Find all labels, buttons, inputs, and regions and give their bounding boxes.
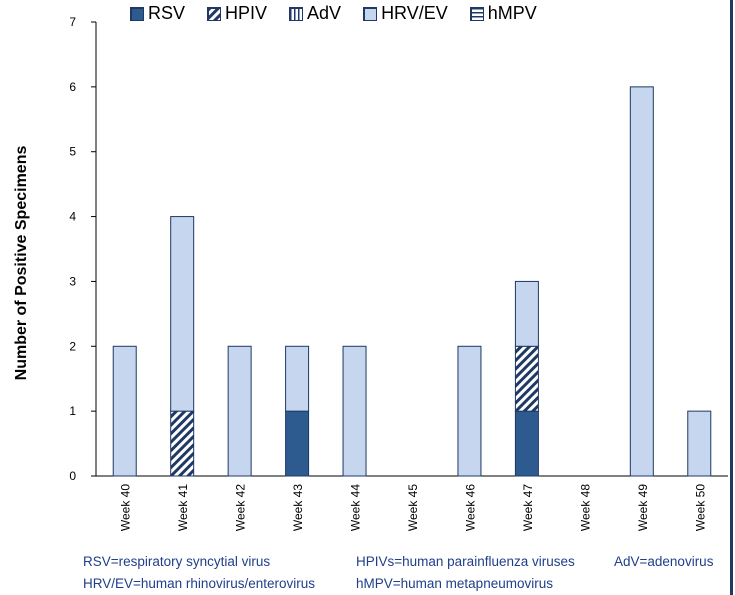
- bar-segment-hrv-ev: [112, 345, 137, 477]
- bar-segment-hrv-ev: [629, 86, 654, 477]
- legend-item-hpiv: HPIV: [207, 3, 267, 24]
- legend-label-rsv: RSV: [148, 3, 186, 23]
- legend-item-adv: AdV: [289, 3, 341, 24]
- footnote-adv: AdV=adenovirus: [614, 554, 714, 569]
- footnote-hrv-ev: HRV/EV=human rhinovirus/enterovirus: [83, 576, 315, 591]
- bar-segment-hrv-ev: [227, 345, 252, 477]
- legend-item-hrv-ev: HRV/EV: [363, 3, 448, 24]
- bars: [112, 86, 712, 477]
- footnote-hpiv: HPIVs=human parainfluenza viruses: [356, 554, 575, 569]
- legend-swatch-hmpv: [469, 6, 484, 21]
- legend-swatch-hpiv: [207, 6, 222, 21]
- legend-swatch-hrv-ev: [363, 6, 378, 21]
- footnote-hmpv: hMPV=human metapneumovirus: [356, 576, 553, 591]
- axes: [95, 22, 728, 477]
- y-tick-label: 0: [69, 469, 76, 483]
- bar-segment-hrv-ev: [285, 345, 310, 412]
- legend-label-hrv-ev: HRV/EV: [381, 3, 448, 23]
- right-border-rule: [730, 0, 733, 595]
- bar-segment-hrv-ev: [342, 345, 367, 477]
- legend-label-hpiv: HPIV: [225, 3, 268, 23]
- legend-item-rsv: RSV: [130, 3, 185, 24]
- x-tick-label: Week 49: [636, 484, 650, 531]
- bar-segment-hrv-ev: [457, 345, 482, 477]
- x-axis-ticks: Week 40 Week 41 Week 42 Week 43 Week 44 Week …: [119, 484, 708, 531]
- bar-segment-rsv: [285, 410, 310, 477]
- y-axis-title: Number of Positive Specimens: [13, 146, 30, 381]
- legend-item-hmpv: hMPV: [469, 3, 537, 24]
- chart-legend: RSV HPIV AdV HRV/EV hMPV: [130, 3, 559, 24]
- x-tick-label: Week 42: [234, 484, 248, 531]
- y-axis-ticks: 0 1 2 3 4 5 6 7: [69, 15, 96, 483]
- bar-segment-rsv: [514, 410, 539, 477]
- legend-label-hmpv: hMPV: [487, 3, 537, 23]
- y-tick-label: 7: [69, 15, 76, 29]
- x-tick-label: Week 44: [349, 484, 363, 531]
- legend-swatch-adv: [289, 6, 304, 21]
- bar-segment-hrv-ev: [170, 216, 195, 412]
- y-tick-label: 1: [69, 404, 76, 418]
- x-tick-label: Week 43: [291, 484, 305, 531]
- legend-label-adv: AdV: [307, 3, 342, 23]
- x-tick-label: Week 50: [693, 484, 707, 531]
- bar-segment-hpiv: [514, 345, 539, 412]
- bar-segment-hrv-ev: [514, 280, 539, 347]
- y-tick-label: 4: [69, 210, 76, 224]
- x-tick-label: Week 48: [578, 484, 592, 531]
- legend-swatch-rsv: [130, 6, 144, 21]
- y-tick-label: 5: [69, 145, 76, 159]
- footnote-rsv: RSV=respiratory syncytial virus: [83, 554, 271, 569]
- x-tick-label: Week 41: [176, 484, 190, 531]
- x-tick-label: Week 46: [463, 484, 477, 531]
- y-tick-label: 3: [69, 274, 76, 288]
- stacked-bar-chart: Number of Positive Specimens 0 1 2 3 4 5 6 7 We…: [13, 15, 728, 531]
- x-tick-label: Week 45: [406, 484, 420, 531]
- y-tick-label: 6: [69, 80, 76, 94]
- bar-segment-hrv-ev: [687, 410, 712, 477]
- x-tick-label: Week 47: [521, 484, 535, 531]
- x-tick-label: Week 40: [119, 484, 133, 531]
- y-tick-label: 2: [69, 339, 76, 353]
- bar-segment-hpiv: [170, 410, 195, 477]
